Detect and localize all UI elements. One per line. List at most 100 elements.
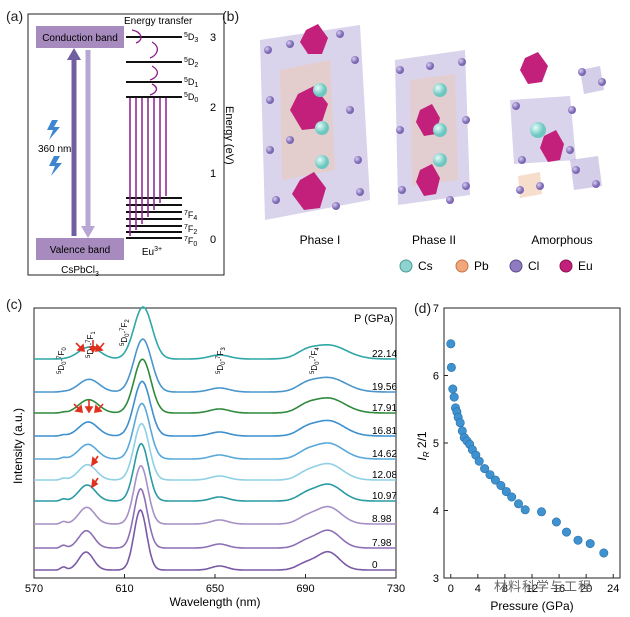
svg-text:1: 1	[210, 168, 216, 180]
lightning-icon	[47, 120, 62, 176]
level-7f4: 7F4	[184, 210, 197, 222]
peak-label-7f4: 5D0-7F4	[310, 347, 321, 374]
conduction-band-label: Conduction band	[42, 33, 118, 44]
data-point-2	[448, 384, 458, 394]
legend-eu: Eu	[578, 259, 593, 273]
data-point-27	[585, 539, 595, 549]
level-5d0: 5D0	[184, 92, 198, 104]
data-point-21	[514, 499, 524, 509]
data-point-1	[446, 362, 456, 372]
eu-octahedron	[290, 86, 328, 130]
panel-label-a: (a)	[6, 8, 24, 24]
spectrum-line-8	[34, 338, 396, 393]
pressure-label-2: 8.98	[372, 514, 392, 525]
phase-i-lattice	[260, 24, 370, 220]
data-point-22	[520, 505, 530, 515]
spectrum-line-6	[34, 380, 396, 437]
excitation-label: 360 nm	[38, 144, 71, 155]
level-7f0: 7F0	[184, 236, 197, 248]
legend-cl: Cl	[528, 259, 539, 273]
legend-pb: Pb	[474, 259, 489, 273]
x-tick-label-1: 610	[115, 583, 133, 595]
watermark: 材料科学与工程	[494, 580, 593, 595]
y-tick-label-0: 3	[433, 573, 439, 585]
level-5d2: 5D2	[184, 57, 198, 69]
amorphous-label: Amorphous	[531, 233, 592, 247]
x-tick-label-3: 690	[296, 583, 314, 595]
y-tick-label-2: 5	[433, 438, 439, 450]
peak-label-7f1: 5D0-7F1	[86, 331, 97, 358]
d-x-tick-label-0: 0	[448, 583, 454, 595]
d-x-tick-label-4: 16	[553, 583, 565, 595]
pressure-label-5: 14.62	[372, 449, 397, 460]
data-point-19	[501, 487, 511, 497]
x-tick-label-0: 570	[25, 583, 43, 595]
eu-label: Eu3+	[142, 246, 162, 258]
pressure-label-7: 17.91	[372, 403, 397, 414]
atom-legend: Cs Pb Cl Eu	[399, 259, 593, 273]
pressure-label-6: 16.81	[372, 426, 397, 437]
svg-text:2: 2	[210, 102, 216, 114]
spectrum-line-3	[34, 442, 396, 502]
spectrum-line-4	[34, 422, 396, 481]
data-point-26	[573, 535, 583, 545]
emission-arrow	[81, 226, 95, 238]
spectra-ylabel: Intensity (a.u.)	[11, 408, 25, 484]
d-x-tick-label-2: 8	[502, 583, 508, 595]
spectrum-line-7	[34, 358, 396, 414]
d-x-tick-label-5: 20	[580, 583, 592, 595]
energy-transfer-label: Energy transfer	[124, 16, 193, 27]
level-5d3: 5D3	[184, 32, 198, 44]
panel-label-c: (c)	[6, 296, 23, 312]
panel-a-frame	[27, 13, 225, 276]
phase-ii-lattice	[395, 50, 470, 205]
data-point-3	[449, 392, 459, 402]
emission-lines	[129, 98, 167, 236]
data-point-14	[474, 456, 484, 466]
spectra-chart: 0 7.98 8.98 10.97 12.08 14.62 16.81 17.91 19.56 2…	[11, 306, 405, 609]
d-x-tick-label-6: 24	[607, 583, 619, 595]
data-point-20	[507, 492, 517, 502]
cl-atoms	[264, 30, 606, 210]
ratio-ylabel: IR 2/1	[415, 431, 431, 460]
spectra-xlabel: Wavelength (nm)	[170, 595, 261, 609]
data-point-23	[537, 507, 547, 517]
peak-label-7f2: 5D0-7F2	[120, 319, 131, 346]
legend-cs: Cs	[418, 259, 433, 273]
data-point-7	[455, 418, 465, 428]
spectrum-line-0	[34, 508, 396, 571]
level-5d1: 5D1	[184, 77, 198, 89]
spectrum-line-2	[34, 465, 396, 525]
data-point-24	[551, 517, 561, 527]
svg-text:3: 3	[210, 32, 216, 44]
energy-axis: 3 2 1 0	[210, 32, 216, 246]
panel-label-d: (d)	[414, 300, 432, 316]
phase-i-label: Phase I	[300, 233, 341, 247]
pressure-label-3: 10.97	[372, 491, 397, 502]
y-tick-label-3: 6	[433, 371, 439, 383]
panel-a-diagram: Conduction band Valence band CsPbCl3 360…	[27, 13, 235, 278]
pressure-label-9: 22.14	[372, 349, 397, 360]
spectrum-line-5	[34, 402, 396, 460]
x-tick-label-4: 730	[387, 583, 405, 595]
pressure-label-0: 0	[372, 560, 378, 571]
pressure-label-8: 19.56	[372, 382, 397, 393]
excitation-arrow	[67, 48, 81, 60]
level-7f2: 7F2	[184, 224, 197, 236]
svg-text:0: 0	[210, 234, 216, 246]
d-x-tick-label-1: 4	[475, 583, 481, 595]
pressure-label-4: 12.08	[372, 470, 397, 481]
panel-label-b: (b)	[222, 8, 240, 24]
conduction-band	[36, 26, 124, 48]
amorphous-lattice	[510, 52, 604, 198]
panel-b-structures: Phase I Phase II Amorphous Cs Pb Cl Eu	[260, 24, 606, 273]
data-point-15	[480, 464, 490, 474]
ratio-xlabel: Pressure (GPa)	[490, 599, 573, 613]
d-x-tick-label-3: 12	[526, 583, 538, 595]
pressure-label-1: 7.98	[372, 538, 392, 549]
data-point-25	[562, 527, 572, 537]
y-tick-label-4: 7	[433, 303, 439, 315]
peak-label-7f3: 5D0-7F3	[216, 347, 227, 374]
peak-label-7f0: 5D0-7F0	[57, 347, 68, 374]
ratio-chart: 3 4 5 6 7 0 4 8 12 16 20 24 Pressure (GPa) IR 2/1	[415, 303, 621, 613]
